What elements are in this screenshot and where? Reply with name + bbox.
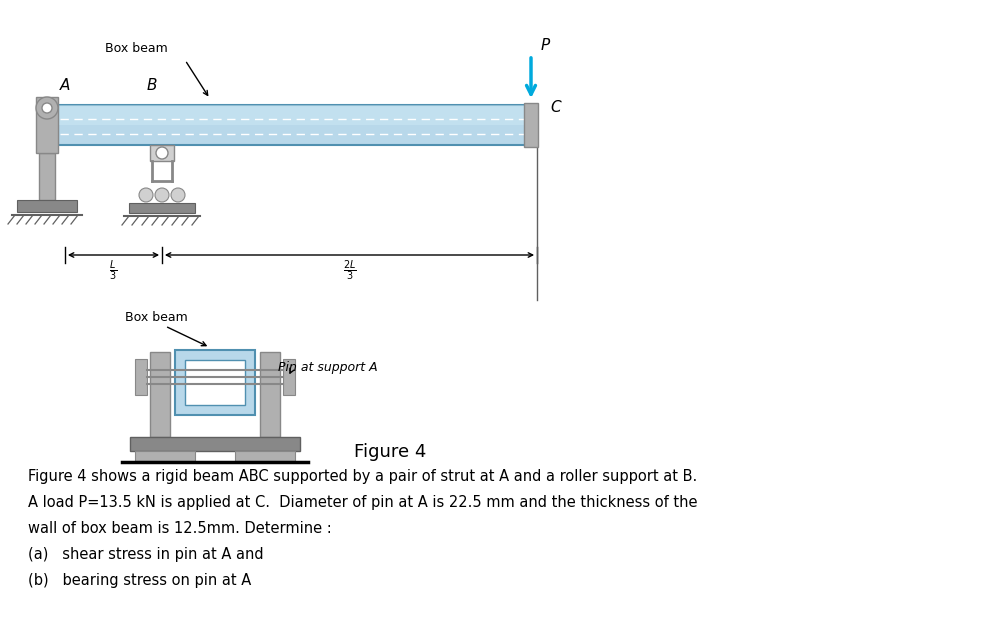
Text: B: B xyxy=(147,78,158,93)
Bar xyxy=(58,105,528,145)
Text: Figure 4: Figure 4 xyxy=(354,443,427,461)
Text: C: C xyxy=(550,100,560,115)
Text: A load P=13.5 kN is applied at C.  Diameter of pin at A is 22.5 mm and the thick: A load P=13.5 kN is applied at C. Diamet… xyxy=(28,495,697,510)
Text: Box beam: Box beam xyxy=(125,311,187,324)
Bar xyxy=(185,359,245,404)
Circle shape xyxy=(155,188,169,202)
Bar xyxy=(36,97,58,153)
Bar xyxy=(283,359,295,395)
Text: $\frac{2L}{3}$: $\frac{2L}{3}$ xyxy=(342,259,356,283)
Bar xyxy=(260,352,280,437)
Bar xyxy=(17,200,77,212)
Text: Box beam: Box beam xyxy=(105,42,168,55)
Text: P: P xyxy=(541,38,551,53)
Text: Figure 4 shows a rigid beam ABC supported by a pair of strut at A and a roller s: Figure 4 shows a rigid beam ABC supporte… xyxy=(28,469,697,484)
Bar xyxy=(130,437,300,451)
Text: (b)   bearing stress on pin at A: (b) bearing stress on pin at A xyxy=(28,573,251,588)
Bar xyxy=(39,153,55,200)
Bar xyxy=(175,349,255,414)
Bar xyxy=(129,203,195,213)
Circle shape xyxy=(171,188,185,202)
Bar xyxy=(150,352,170,437)
Circle shape xyxy=(139,188,153,202)
Circle shape xyxy=(36,97,58,119)
Circle shape xyxy=(156,147,168,159)
Bar xyxy=(135,451,195,461)
Bar xyxy=(135,359,147,395)
Bar xyxy=(235,451,295,461)
Circle shape xyxy=(42,103,52,113)
Bar xyxy=(150,145,174,161)
Bar xyxy=(524,103,538,147)
Text: $\frac{L}{3}$: $\frac{L}{3}$ xyxy=(109,259,118,283)
Text: wall of box beam is 12.5mm. Determine :: wall of box beam is 12.5mm. Determine : xyxy=(28,521,331,536)
Text: (a)   shear stress in pin at A and: (a) shear stress in pin at A and xyxy=(28,547,264,562)
Text: A: A xyxy=(60,78,70,93)
Bar xyxy=(58,105,528,125)
Text: Pin at support A: Pin at support A xyxy=(278,361,378,374)
